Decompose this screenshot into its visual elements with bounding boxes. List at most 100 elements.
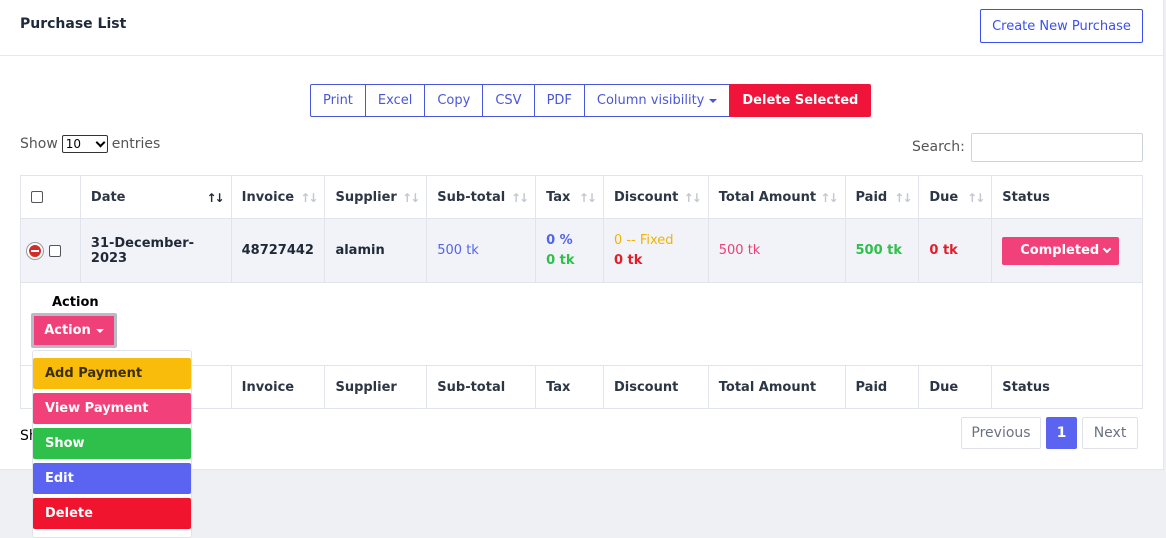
add-payment-menu-item[interactable]: Add Payment <box>33 358 191 389</box>
action-dropdown-button[interactable]: Action <box>31 313 117 348</box>
chevron-down-icon <box>95 137 106 147</box>
sort-icon: ↑↓ <box>300 191 318 205</box>
row-detail: Action Action <box>21 283 1142 366</box>
cell-discount: 0 -- Fixed 0 tk <box>604 219 709 282</box>
col-header-paid[interactable]: Paid ↑↓ <box>846 176 920 218</box>
copy-button[interactable]: Copy <box>424 84 484 117</box>
action-button-label: Action <box>44 323 91 338</box>
col-header-label: Total Amount <box>718 189 817 205</box>
column-visibility-label: Column visibility <box>596 93 705 108</box>
cell-status: Completed <box>992 219 1142 282</box>
footer-cell-total-amount: Total Amount <box>709 366 846 408</box>
length-prefix: Show <box>20 136 58 152</box>
sort-icon: ↑↓ <box>578 191 597 205</box>
csv-button[interactable]: CSV <box>482 84 535 117</box>
footer-cell-subtotal: Sub-total <box>427 366 537 408</box>
search-label: Search: <box>912 139 965 155</box>
pdf-button[interactable]: PDF <box>533 84 585 117</box>
col-header-label: Supplier <box>335 189 397 205</box>
col-header-tax[interactable]: Tax ↑↓ <box>536 176 604 218</box>
purchase-list-card: Purchase List Create New Purchase Print … <box>0 0 1164 470</box>
discount-type: 0 -- Fixed <box>613 233 674 248</box>
cell-date: 31-December-2023 <box>81 219 232 282</box>
length-menu: Show 10 entries <box>20 135 160 153</box>
sort-desc-icon: ↑↓ <box>206 191 225 205</box>
table-row[interactable]: 31-December-2023 48727442 alamin 500 tk … <box>21 219 1142 283</box>
cell-supplier: alamin <box>325 219 428 282</box>
show-menu-item[interactable]: Show <box>33 428 191 459</box>
cell-invoice: 48727442 <box>232 219 326 282</box>
chevron-down-icon <box>1103 244 1112 254</box>
col-header-label: Due <box>929 189 959 205</box>
delete-selected-button[interactable]: Delete Selected <box>729 84 872 117</box>
cell-subtotal: 500 tk <box>427 219 537 282</box>
entries-select-value: 10 <box>65 137 82 151</box>
status-dropdown[interactable]: Completed <box>1002 236 1120 265</box>
length-suffix: entries <box>111 136 161 152</box>
footer-cell-supplier: Supplier <box>325 366 428 408</box>
column-visibility-button[interactable]: Column visibility <box>583 84 731 117</box>
cell-tax: 0 % 0 tk <box>536 219 604 282</box>
collapse-row-icon[interactable] <box>27 242 43 259</box>
col-header-label: Tax <box>546 189 571 205</box>
footer-cell-status: Status <box>1002 379 1050 395</box>
select-all-checkbox[interactable] <box>31 191 43 203</box>
sort-icon: ↑↓ <box>402 191 420 205</box>
select-all-cell <box>21 176 81 218</box>
sort-icon: ↑↓ <box>820 191 838 205</box>
sort-icon: ↑↓ <box>894 191 912 205</box>
action-dropdown-menu: Add Payment View Payment Show Edit Delet… <box>32 350 192 538</box>
col-header-label: Invoice <box>241 189 295 205</box>
cell-total-amount: 500 tk <box>709 219 846 282</box>
next-page-button[interactable]: Next <box>1082 417 1138 449</box>
view-payment-menu-item[interactable]: View Payment <box>33 393 191 424</box>
col-header-subtotal[interactable]: Sub-total ↑↓ <box>427 176 537 218</box>
page-1-button[interactable]: 1 <box>1046 417 1077 449</box>
col-header-discount[interactable]: Discount ↑↓ <box>604 176 709 218</box>
create-new-purchase-button[interactable]: Create New Purchase <box>980 9 1143 43</box>
pagination: Previous 1 Next <box>961 417 1138 449</box>
cell-paid: 500 tk <box>846 219 920 282</box>
col-header-total-amount[interactable]: Total Amount ↑↓ <box>709 176 846 218</box>
previous-page-button[interactable]: Previous <box>961 417 1041 449</box>
footer-cell-invoice: Invoice <box>232 366 326 408</box>
delete-menu-item[interactable]: Delete <box>33 498 191 529</box>
tax-amount: 0 tk <box>546 253 575 268</box>
card-header: Purchase List Create New Purchase <box>0 0 1163 56</box>
col-header-label: Sub-total <box>437 189 506 205</box>
col-header-status[interactable]: Status <box>992 176 1142 218</box>
caret-down-icon <box>95 328 104 333</box>
col-header-label: Paid <box>855 189 888 205</box>
cell-due: 0 tk <box>919 219 993 282</box>
row-checkbox[interactable] <box>49 244 61 257</box>
print-button[interactable]: Print <box>310 84 366 117</box>
col-header-supplier[interactable]: Supplier ↑↓ <box>325 176 428 218</box>
entries-select[interactable]: 10 <box>61 135 108 153</box>
page-title: Purchase List <box>20 16 127 32</box>
footer-cell-discount: Discount <box>604 366 709 408</box>
sort-icon: ↑↓ <box>510 191 529 205</box>
sort-icon: ↑↓ <box>967 191 985 205</box>
footer-cell-due: Due <box>919 366 993 408</box>
excel-button[interactable]: Excel <box>364 84 426 117</box>
discount-amount: 0 tk <box>613 253 643 268</box>
action-label: Action <box>52 295 99 310</box>
footer-cell-paid: Paid <box>846 366 920 408</box>
col-header-label: Date <box>90 189 126 205</box>
table-header-row: Date ↑↓ Invoice ↑↓ Supplier ↑↓ Sub-total ↑↓ … <box>21 176 1142 219</box>
col-header-invoice[interactable]: Invoice ↑↓ <box>232 176 326 218</box>
col-header-due[interactable]: Due ↑↓ <box>919 176 993 218</box>
table-footer-row: Date Invoice Supplier Sub-total Tax Disc… <box>21 366 1142 408</box>
status-label: Completed <box>1020 243 1100 258</box>
sort-icon: ↑↓ <box>683 191 702 205</box>
col-header-date[interactable]: Date ↑↓ <box>81 176 232 218</box>
col-header-label: Discount <box>613 189 679 205</box>
caret-down-icon <box>709 98 718 103</box>
footer-cell-tax: Tax <box>536 366 604 408</box>
purchase-table: Date ↑↓ Invoice ↑↓ Supplier ↑↓ Sub-total ↑↓ … <box>20 175 1143 409</box>
search-input[interactable] <box>971 133 1143 162</box>
edit-menu-item[interactable]: Edit <box>33 463 191 494</box>
tax-rate: 0 % <box>546 233 573 248</box>
row-select-cell <box>21 219 81 282</box>
export-button-group: Print Excel Copy CSV PDF Column visibili… <box>310 84 872 117</box>
